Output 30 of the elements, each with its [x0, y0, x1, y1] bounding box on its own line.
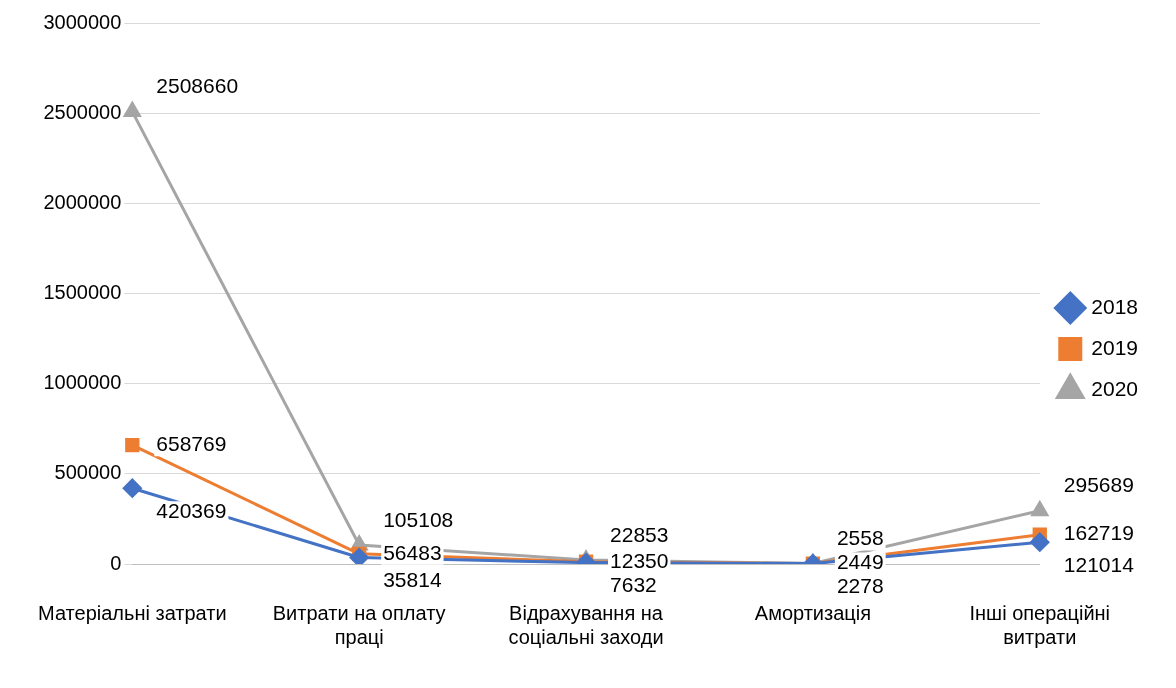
y-tick-label: 2000000	[43, 190, 122, 213]
data-label: 121014	[1063, 552, 1135, 576]
x-tick-label: Інші операційні витрати	[969, 601, 1111, 648]
data-label: 162719	[1063, 521, 1134, 545]
x-tick-label: Матеріальні затрати	[38, 601, 227, 624]
data-label: 35814	[383, 568, 442, 592]
data-label: 2558	[836, 526, 884, 550]
y-tick-label: 3000000	[43, 10, 122, 33]
data-label: 12350	[610, 548, 669, 572]
y-tick-label: 1000000	[43, 371, 122, 394]
y-tick-label: 1500000	[43, 281, 122, 304]
data-label: 420369	[156, 498, 227, 522]
data-label: 658769	[156, 432, 227, 455]
legend-label: 2020	[1091, 376, 1138, 400]
legend-label: 2018	[1091, 294, 1138, 318]
data-label: 2278	[836, 574, 884, 598]
y-tick-label: 0	[110, 551, 122, 574]
data-label: 2508660	[156, 74, 239, 98]
x-tick-label: Амортизація	[754, 601, 872, 624]
x-tick-label: Витрати на оплату праці	[272, 601, 446, 648]
data-label: 105108	[383, 507, 454, 531]
y-tick-label: 500000	[54, 461, 122, 484]
data-label: 56483	[383, 540, 442, 564]
data-label: 22853	[610, 522, 669, 546]
y-tick-label: 2500000	[43, 100, 122, 123]
data-label: 295689	[1063, 473, 1134, 497]
data-label: 7632	[610, 573, 657, 597]
legend-label: 2019	[1091, 335, 1138, 359]
data-label: 2449	[836, 550, 884, 574]
x-tick-label: Відрахування на соціальні заходи	[508, 601, 664, 648]
